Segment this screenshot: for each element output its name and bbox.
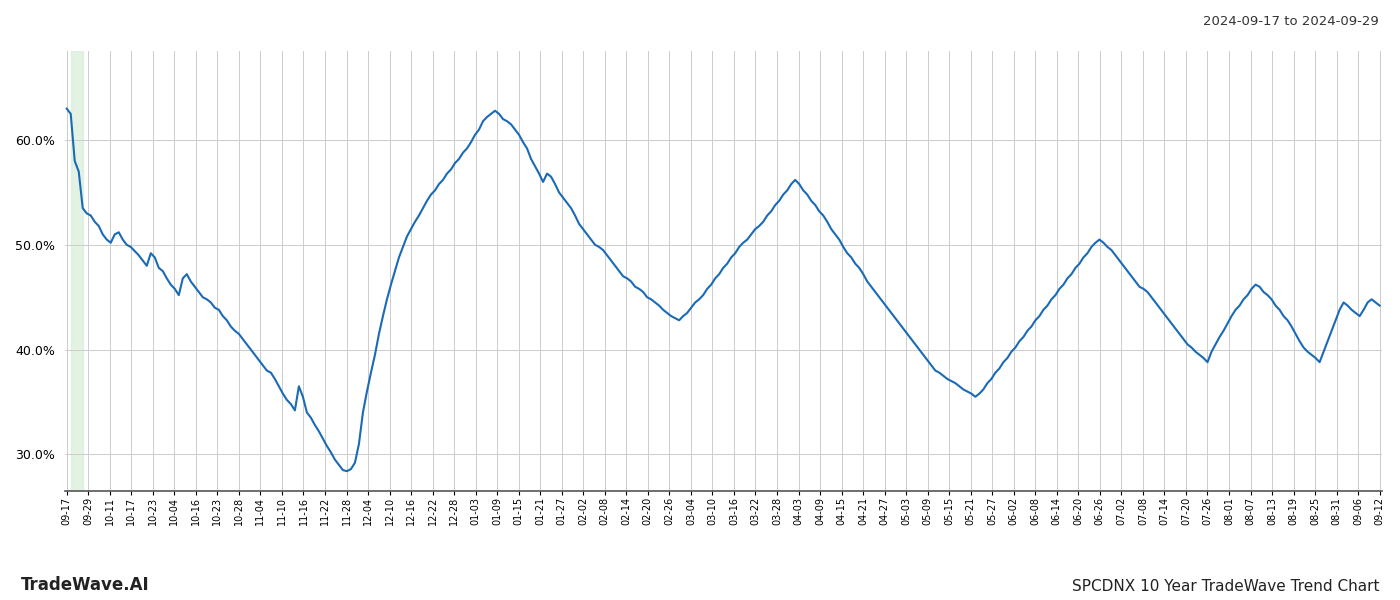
Bar xyxy=(71,51,83,491)
Text: 2024-09-17 to 2024-09-29: 2024-09-17 to 2024-09-29 xyxy=(1203,15,1379,28)
Text: SPCDNX 10 Year TradeWave Trend Chart: SPCDNX 10 Year TradeWave Trend Chart xyxy=(1071,579,1379,594)
Text: TradeWave.AI: TradeWave.AI xyxy=(21,576,150,594)
